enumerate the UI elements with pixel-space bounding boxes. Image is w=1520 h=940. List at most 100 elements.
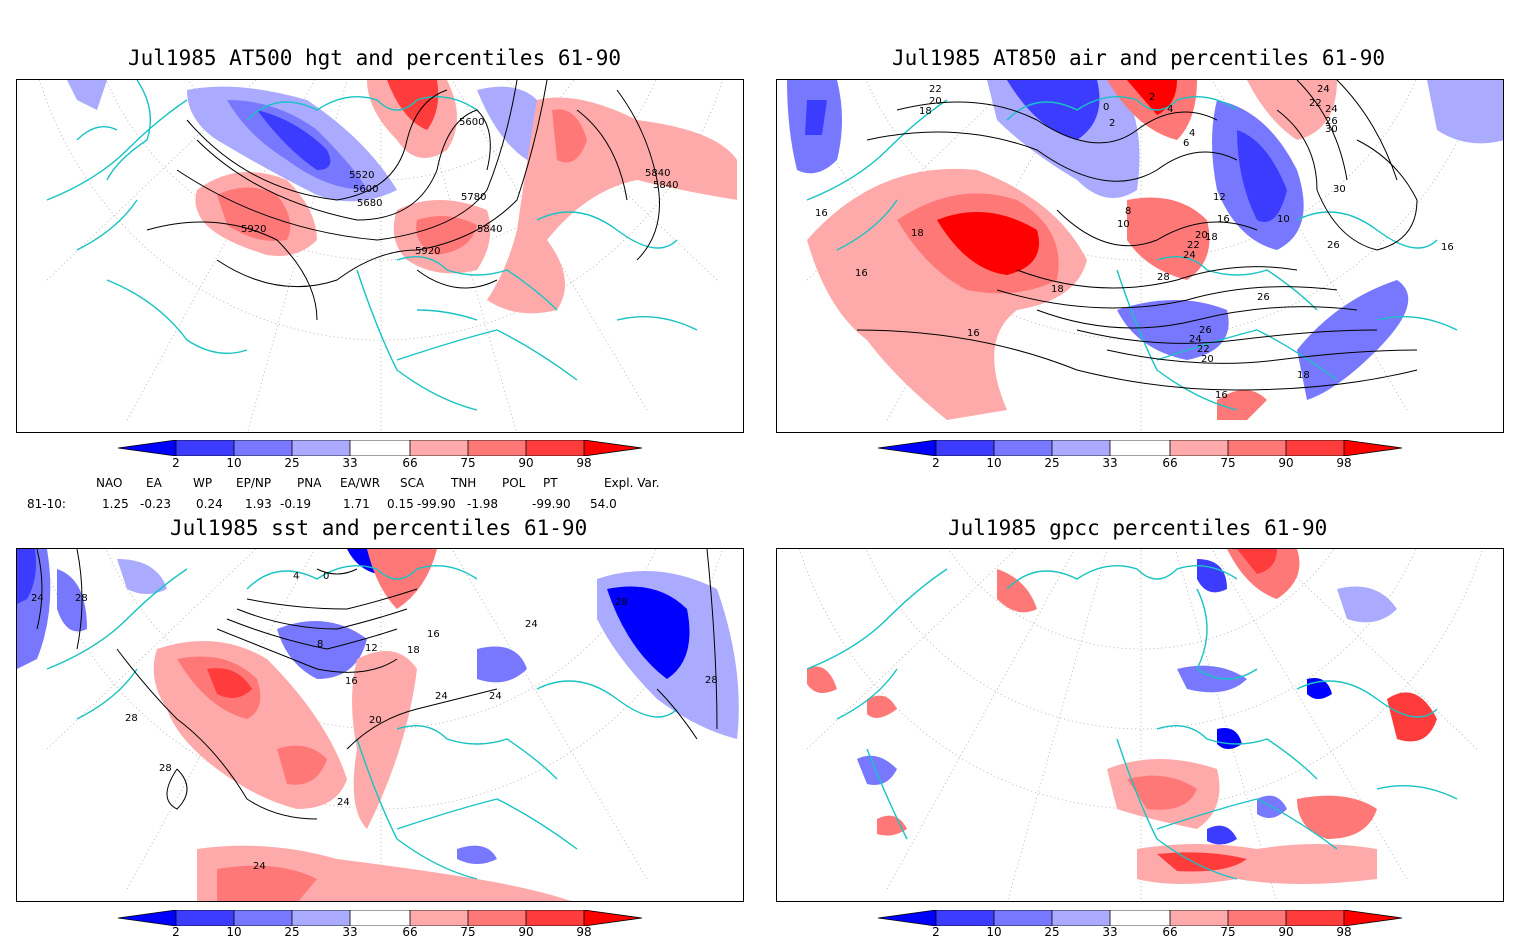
graticule <box>39 80 723 432</box>
svg-text:0: 0 <box>1103 102 1109 113</box>
cbar-label: 66 <box>1162 456 1178 470</box>
colorbar-svg <box>877 439 1403 457</box>
svg-text:26: 26 <box>1327 240 1340 251</box>
index-value: 0.24 <box>196 497 223 511</box>
coastlines <box>806 564 1458 880</box>
cbar-label: 98 <box>1336 925 1352 939</box>
svg-text:18: 18 <box>407 645 420 656</box>
svg-text:5840: 5840 <box>477 224 502 235</box>
index-header: PNA <box>297 476 322 490</box>
svg-text:30: 30 <box>1333 184 1346 195</box>
svg-text:24: 24 <box>1325 104 1338 115</box>
index-value: -0.23 <box>140 497 172 511</box>
svg-text:16: 16 <box>855 268 868 279</box>
sst-contours <box>36 549 718 820</box>
cbar-label: 98 <box>576 456 592 470</box>
index-value: 54.0 <box>590 497 617 511</box>
svg-text:24: 24 <box>31 593 44 604</box>
index-header: NAO <box>96 476 123 490</box>
cbar-label: 66 <box>402 456 418 470</box>
svg-text:4: 4 <box>1189 128 1195 139</box>
colorbar-hgt: 2 10 25 33 66 75 90 98 <box>117 439 643 470</box>
svg-text:22: 22 <box>1309 98 1322 109</box>
svg-text:12: 12 <box>365 643 378 654</box>
precip-anomalies <box>807 549 1437 884</box>
svg-text:24: 24 <box>253 861 266 872</box>
map-gpcc <box>776 548 1504 902</box>
svg-text:24: 24 <box>525 619 538 630</box>
cbar-label: 98 <box>576 925 592 939</box>
svg-text:20: 20 <box>369 715 382 726</box>
red-anomalies <box>153 549 572 901</box>
svg-text:16: 16 <box>815 208 828 219</box>
svg-text:5600: 5600 <box>353 184 378 195</box>
svg-text:28: 28 <box>125 713 138 724</box>
svg-text:22: 22 <box>1187 240 1200 251</box>
map-air: 22 20 18 0 2 4 2 24 22 24 26 30 30 10 12… <box>776 79 1504 433</box>
index-value: -99.90 <box>417 497 456 511</box>
svg-text:10: 10 <box>1117 219 1130 230</box>
red-anomalies <box>195 80 737 314</box>
svg-text:5520: 5520 <box>349 170 374 181</box>
cbar-label: 25 <box>1044 456 1060 470</box>
svg-text:2: 2 <box>1109 118 1115 129</box>
svg-text:16: 16 <box>967 328 980 339</box>
cbar-label: 2 <box>932 456 940 470</box>
svg-text:16: 16 <box>1215 390 1228 401</box>
cbar-label: 33 <box>1102 456 1118 470</box>
coastlines <box>46 564 678 880</box>
svg-text:18: 18 <box>919 106 932 117</box>
cbar-label: 98 <box>1336 456 1352 470</box>
svg-text:16: 16 <box>1441 242 1454 253</box>
index-value: -99.90 <box>532 497 571 511</box>
svg-text:8: 8 <box>317 639 323 650</box>
svg-text:24: 24 <box>1317 84 1330 95</box>
svg-text:8: 8 <box>1125 206 1131 217</box>
cbar-label: 66 <box>402 925 418 939</box>
contour-labels: 24 28 28 28 24 20 16 12 8 4 0 16 18 24 2… <box>31 571 718 872</box>
svg-text:24: 24 <box>337 797 350 808</box>
cbar-label: 2 <box>172 456 180 470</box>
svg-text:20: 20 <box>1201 354 1214 365</box>
svg-text:24: 24 <box>435 691 448 702</box>
index-header: SCA <box>400 476 425 490</box>
index-header: Expl. Var. <box>604 476 660 490</box>
height-contours <box>146 80 660 321</box>
cbar-label: 75 <box>460 925 476 939</box>
svg-text:5920: 5920 <box>241 224 266 235</box>
svg-text:24: 24 <box>1183 250 1196 261</box>
svg-text:5840: 5840 <box>653 180 678 191</box>
cbar-label: 90 <box>518 925 534 939</box>
svg-text:5840: 5840 <box>645 168 670 179</box>
svg-text:18: 18 <box>1051 284 1064 295</box>
index-header: WP <box>193 476 213 490</box>
cbar-label: 90 <box>518 456 534 470</box>
svg-text:16: 16 <box>1217 214 1230 225</box>
cbar-label: 75 <box>460 456 476 470</box>
index-value: 1.25 <box>102 497 129 511</box>
svg-text:26: 26 <box>1325 116 1338 127</box>
cbar-label: 33 <box>342 925 358 939</box>
svg-text:28: 28 <box>615 597 628 608</box>
colorbar-gpcc: 2 10 25 33 66 75 90 98 <box>877 909 1403 939</box>
index-value: 1.71 <box>343 497 370 511</box>
svg-text:5600: 5600 <box>459 117 484 128</box>
cbar-label: 75 <box>1220 456 1236 470</box>
map-gpcc-canvas <box>799 549 1483 901</box>
svg-text:26: 26 <box>1199 325 1212 336</box>
svg-text:28: 28 <box>75 593 88 604</box>
svg-text:2: 2 <box>1149 92 1155 103</box>
index-value: -1.98 <box>467 497 499 511</box>
cbar-label: 2 <box>172 925 180 939</box>
cbar-label: 25 <box>284 456 300 470</box>
svg-text:22: 22 <box>929 84 942 95</box>
svg-text:26: 26 <box>1257 292 1270 303</box>
blue-anomalies <box>67 80 541 202</box>
blue-anomalies <box>787 80 1503 400</box>
svg-text:18: 18 <box>911 228 924 239</box>
index-header: POL <box>502 476 526 490</box>
cbar-label: 33 <box>1102 925 1118 939</box>
svg-text:16: 16 <box>345 676 358 687</box>
cbar-label: 10 <box>226 456 242 470</box>
index-header: PT <box>543 476 558 490</box>
